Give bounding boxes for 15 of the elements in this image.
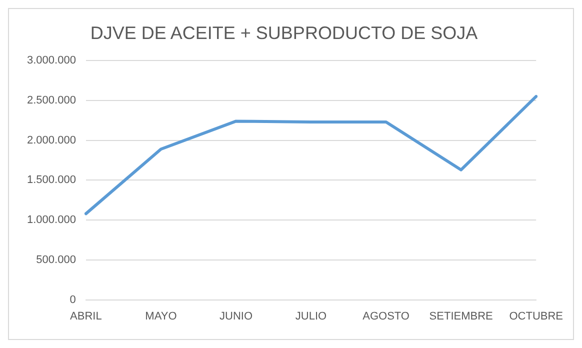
x-tick-label: JUNIO bbox=[219, 310, 253, 322]
y-tick-label: 500.000 bbox=[36, 254, 76, 266]
x-tick-label: ABRIL bbox=[70, 310, 102, 322]
y-tick-label: 1.000.000 bbox=[27, 214, 76, 226]
chart-title: DJVE DE ACEITE + SUBPRODUCTO DE SOJA bbox=[90, 22, 478, 43]
y-tick-label: 3.000.000 bbox=[27, 54, 76, 67]
y-tick-label: 0 bbox=[70, 294, 76, 306]
x-tick-label: JULIO bbox=[295, 310, 328, 322]
y-tick-label: 2.000.000 bbox=[27, 134, 76, 146]
x-tick-label: OCTUBRE bbox=[509, 310, 563, 322]
y-tick-label: 1.500.000 bbox=[27, 174, 76, 186]
y-tick-label: 2.500.000 bbox=[27, 94, 76, 106]
x-tick-label: SETIEMBRE bbox=[429, 310, 493, 322]
x-tick-label: MAYO bbox=[145, 310, 178, 322]
x-tick-label: AGOSTO bbox=[362, 310, 410, 322]
